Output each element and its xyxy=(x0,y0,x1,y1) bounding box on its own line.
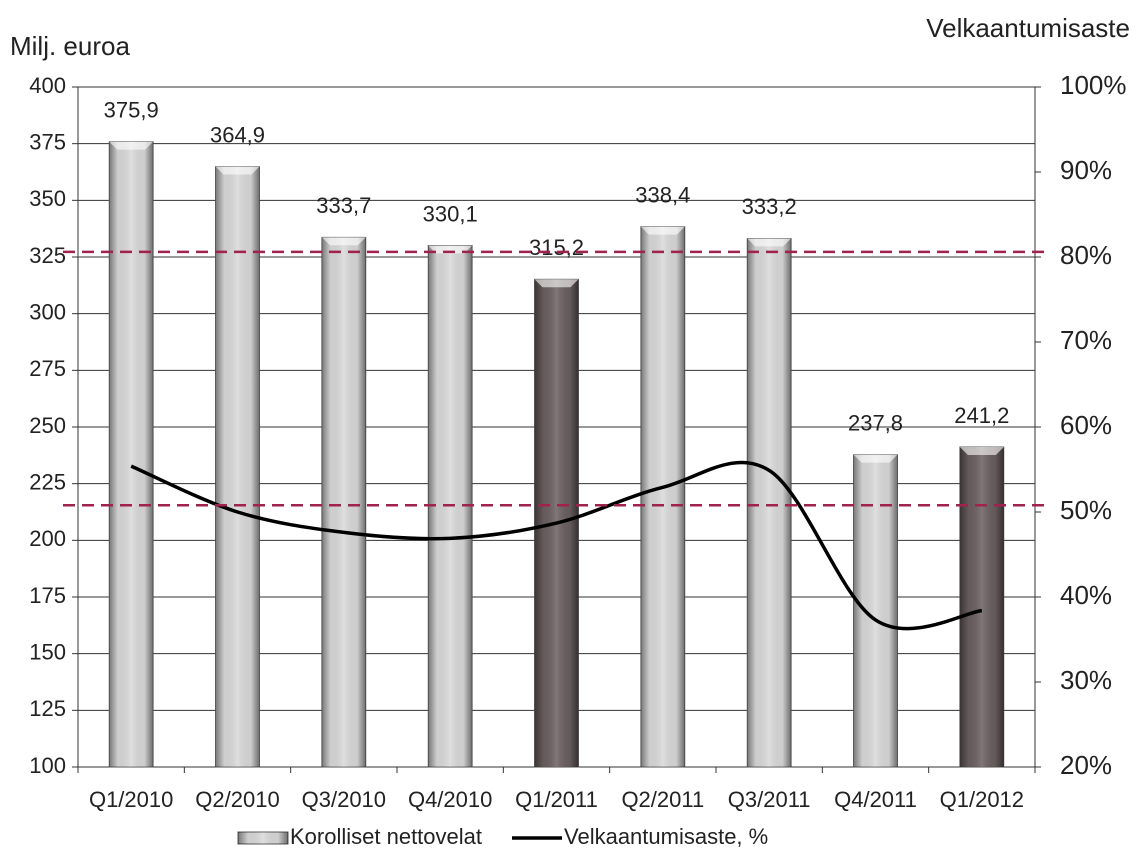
bar-cap xyxy=(747,238,792,247)
bar-cap xyxy=(215,166,260,175)
y-tick-label: 225 xyxy=(29,469,66,494)
y-tick-label: 250 xyxy=(29,413,66,438)
bar-cap xyxy=(534,279,579,288)
y-tick-label: 125 xyxy=(29,696,66,721)
bar-cap xyxy=(321,237,366,246)
x-tick-label: Q4/2010 xyxy=(408,787,492,812)
y2-tick-label: 30% xyxy=(1060,665,1112,695)
data-label: 315,2 xyxy=(529,235,584,260)
data-label: 333,2 xyxy=(742,194,797,219)
bar-shade xyxy=(959,446,1004,767)
y2-tick-label: 20% xyxy=(1060,750,1112,780)
bar-shade xyxy=(109,141,154,768)
bar-cap xyxy=(853,454,898,463)
bar-cap xyxy=(428,245,473,254)
y-tick-label: 150 xyxy=(29,639,66,664)
x-tick-label: Q4/2011 xyxy=(834,787,917,812)
legend-label: Korolliset nettovelat xyxy=(290,824,482,849)
y-tick-label: 275 xyxy=(29,356,66,381)
y2-tick-label: 40% xyxy=(1060,580,1112,610)
legend-label: Velkaantumisaste, % xyxy=(564,824,768,849)
data-label: 364,9 xyxy=(210,122,265,147)
x-tick-label: Q3/2011 xyxy=(728,787,811,812)
data-label: 338,4 xyxy=(635,182,690,207)
y-tick-label: 175 xyxy=(29,583,66,608)
data-label: 333,7 xyxy=(316,193,371,218)
bar-shade xyxy=(640,226,685,768)
y-tick-label: 350 xyxy=(29,186,66,211)
y2-tick-label: 100% xyxy=(1060,70,1127,100)
y2-tick-label: 60% xyxy=(1060,410,1112,440)
bar-shade xyxy=(853,454,898,767)
data-label: 237,8 xyxy=(848,410,903,435)
y2-tick-label: 70% xyxy=(1060,325,1112,355)
bar-cap xyxy=(109,141,154,150)
x-tick-label: Q3/2010 xyxy=(302,787,386,812)
y-tick-label: 325 xyxy=(29,243,66,268)
line xyxy=(130,460,983,631)
data-label: 375,9 xyxy=(104,97,159,122)
y2-tick-label: 90% xyxy=(1060,155,1112,185)
x-tick-label: Q2/2011 xyxy=(621,787,704,812)
y-axis-label: Milj. euroa xyxy=(10,31,130,61)
data-label: 241,2 xyxy=(954,403,1009,428)
bar-shade xyxy=(215,166,260,767)
y-tick-label: 200 xyxy=(29,526,66,551)
x-tick-label: Q1/2012 xyxy=(940,787,1024,812)
y2-tick-label: 50% xyxy=(1060,495,1112,525)
legend-swatch-shade xyxy=(238,832,288,844)
x-tick-label: Q1/2011 xyxy=(515,787,598,812)
y-tick-label: 375 xyxy=(29,129,66,154)
bar-cap xyxy=(959,446,1004,455)
y2-axis-label: Velkaantumisaste xyxy=(926,13,1130,43)
bar-shade xyxy=(321,237,366,767)
y-tick-label: 300 xyxy=(29,299,66,324)
y-tick-label: 100 xyxy=(29,753,66,778)
bar-shade xyxy=(747,238,792,767)
y-tick-label: 400 xyxy=(29,73,66,98)
y2-tick-label: 80% xyxy=(1060,240,1112,270)
bar-cap xyxy=(640,226,685,235)
data-label: 330,1 xyxy=(423,201,478,226)
x-tick-label: Q2/2010 xyxy=(195,787,279,812)
x-tick-label: Q1/2010 xyxy=(89,787,173,812)
